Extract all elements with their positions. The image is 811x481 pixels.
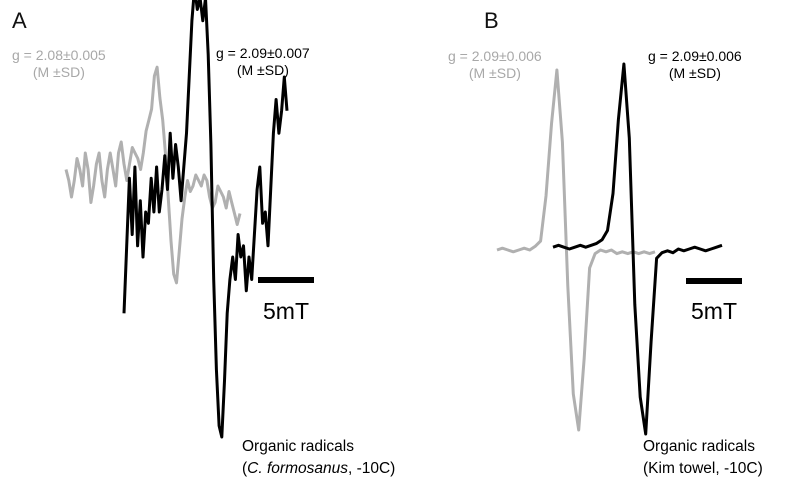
caption-line-2: (Kim towel, -10C)	[643, 458, 763, 480]
caption-paren: (	[242, 460, 248, 477]
caption-paren: (	[643, 460, 649, 477]
panel-a-scale-label: 5mT	[263, 298, 309, 324]
panel-a-caption: Organic radicals (C. formosanus, -10C)	[242, 436, 395, 480]
panel-a-scale-bar	[258, 277, 314, 283]
panel-b-scale-bar	[686, 278, 742, 284]
g-value-text: g = 2.08±0.005	[12, 47, 106, 63]
panel-b-black-spectrum-line	[552, 62, 723, 436]
g-value-text: g = 2.09±0.007	[216, 45, 310, 61]
panel-b-gray-spectrum-line	[496, 68, 656, 432]
panel-a-black-g-value: g = 2.09±0.007 (M ±SD)	[216, 45, 310, 79]
mean-sd-text: (M ±SD)	[32, 64, 85, 80]
panel-b-letter: B	[484, 8, 499, 33]
caption-line-1: Organic radicals	[643, 438, 755, 455]
panel-a-black-spectrum-line	[122, 0, 289, 439]
panel-a-spectra	[64, 0, 289, 439]
sample-name: Kim towel	[648, 460, 716, 477]
mean-sd-text: (M ±SD)	[668, 65, 721, 81]
panel-b-scale-label: 5mT	[691, 298, 737, 324]
g-value-text: g = 2.09±0.006	[648, 48, 742, 64]
mean-sd-text: (M ±SD)	[468, 65, 521, 81]
panel-a-gray-g-value: g = 2.08±0.005 (M ±SD)	[12, 47, 106, 81]
mean-sd-text: (M ±SD)	[236, 62, 289, 78]
caption-temp: , -10C)	[715, 460, 763, 477]
panel-b-spectra	[496, 62, 723, 436]
panel-b-gray-g-value: g = 2.09±0.006 (M ±SD)	[448, 48, 542, 82]
panel-b-caption: Organic radicals (Kim towel, -10C)	[643, 436, 763, 480]
panel-b-black-g-value: g = 2.09±0.006 (M ±SD)	[648, 48, 742, 82]
caption-line-1: Organic radicals	[242, 438, 354, 455]
caption-line-2: (C. formosanus, -10C)	[242, 458, 395, 480]
g-value-text: g = 2.09±0.006	[448, 48, 542, 64]
species-name: C. formosanus	[247, 460, 348, 477]
panel-a-letter: A	[12, 8, 27, 33]
caption-temp: , -10C)	[347, 460, 396, 477]
